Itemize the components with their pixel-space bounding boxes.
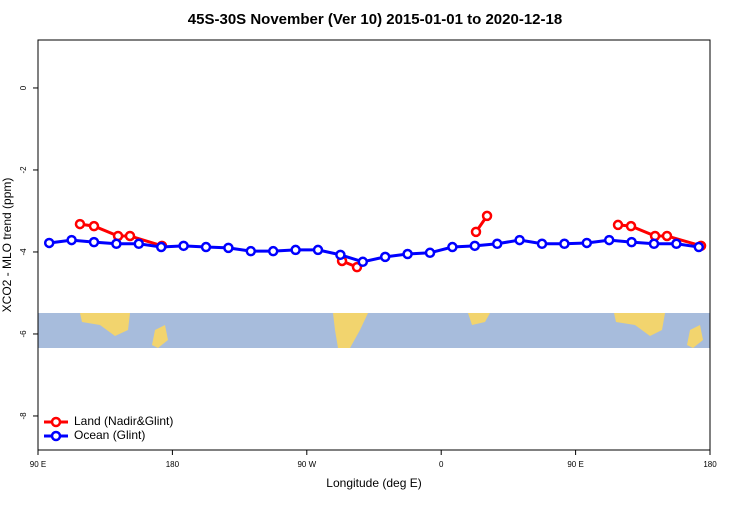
y-tick-label: -6 — [19, 330, 28, 338]
point — [312, 244, 324, 256]
point — [66, 234, 77, 246]
point — [612, 219, 624, 231]
y-tick-label: -2 — [19, 166, 28, 174]
point — [514, 234, 525, 246]
point — [267, 245, 279, 257]
point — [43, 237, 55, 249]
point — [661, 230, 673, 242]
map-band — [38, 313, 710, 348]
point — [470, 226, 482, 238]
point — [625, 220, 637, 232]
point — [133, 238, 145, 250]
point — [111, 238, 122, 250]
y-tick-label: -4 — [19, 248, 28, 256]
point — [559, 238, 570, 250]
legend-marker — [50, 430, 62, 442]
point — [469, 240, 481, 252]
point — [335, 249, 346, 261]
chart-title: 45S-30S November (Ver 10) 2015-01-01 to … — [188, 11, 562, 28]
point — [424, 247, 436, 259]
point — [626, 236, 637, 248]
point — [88, 236, 100, 248]
point — [491, 238, 503, 250]
point — [447, 241, 458, 253]
point — [88, 220, 100, 232]
x-tick-label: 180 — [703, 460, 717, 469]
y-axis-label: XCO2 - MLO trend (ppm) — [0, 178, 14, 313]
point — [357, 256, 369, 268]
point — [536, 238, 548, 250]
point — [379, 251, 391, 263]
point — [581, 237, 593, 249]
x-tick-label: 90 W — [297, 460, 316, 469]
point — [402, 248, 413, 260]
point — [223, 242, 234, 254]
point — [124, 230, 136, 242]
y-tick-label: 0 — [19, 85, 28, 90]
point — [245, 245, 257, 257]
x-tick-label: 90 E — [30, 460, 46, 469]
point — [648, 238, 660, 250]
legend-marker — [50, 416, 62, 428]
x-tick-label: 0 — [439, 460, 444, 469]
y-tick-label: -8 — [19, 412, 28, 420]
point — [290, 244, 301, 256]
point — [74, 218, 86, 230]
point — [481, 210, 493, 222]
plot-frame — [37, 39, 711, 451]
point — [671, 238, 682, 250]
x-axis-label: Longitude (deg E) — [326, 476, 421, 490]
x-tick-label: 90 E — [567, 460, 583, 469]
x-tick-label: 180 — [166, 460, 180, 469]
point — [155, 241, 167, 253]
point — [603, 234, 615, 246]
point — [178, 240, 189, 252]
legend-label: Land (Nadir&Glint) — [74, 414, 173, 428]
legend-label: Ocean (Glint) — [74, 428, 145, 442]
point — [693, 241, 705, 253]
point — [200, 241, 212, 253]
